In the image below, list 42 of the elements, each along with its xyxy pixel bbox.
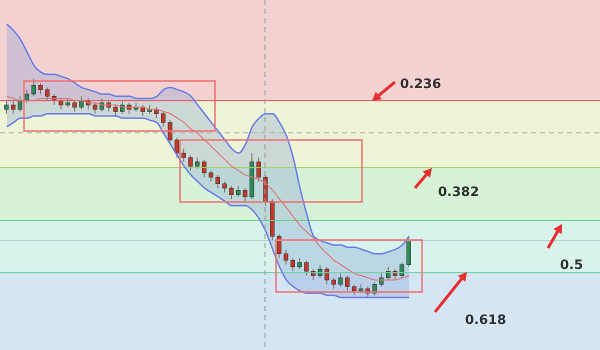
annotation: 0.236: [400, 77, 442, 92]
candlestick: [10, 100, 16, 114]
candlestick: [318, 264, 322, 278]
candlestick: [72, 100, 77, 112]
candlestick: [222, 181, 227, 193]
candlestick: [188, 154, 193, 172]
candlestick: [140, 104, 146, 116]
candlestick: [352, 284, 356, 296]
text: 0.382: [438, 185, 480, 200]
text: 0.618: [465, 313, 506, 328]
candlestick: [400, 262, 404, 278]
candlestick: [79, 96, 84, 110]
candlestick: [304, 260, 309, 276]
candlestick: [174, 137, 180, 158]
candlestick: [181, 148, 186, 162]
candlestick: [202, 159, 206, 178]
candlestick: [31, 78, 36, 97]
candlestick: [45, 87, 50, 102]
candlestick: [290, 258, 296, 272]
candlestick: [208, 170, 214, 182]
candlestick: [242, 188, 248, 202]
candlestick: [120, 100, 125, 114]
candlestick: [331, 277, 336, 290]
candlestick: [284, 248, 288, 266]
candlestick: [113, 104, 118, 116]
candlestick: [160, 111, 166, 128]
candlestick: [229, 185, 234, 200]
candlestick: [92, 102, 98, 114]
candlestick: [195, 157, 200, 169]
candlestick: [58, 98, 64, 110]
candlestick: [236, 185, 240, 198]
candlestick: [324, 266, 330, 285]
candlestick: [276, 234, 282, 259]
text: 0.5: [560, 258, 584, 273]
candlestick: [4, 100, 9, 114]
candlestick: [345, 275, 350, 292]
candlestick: [38, 82, 43, 95]
candlestick: [18, 96, 22, 112]
candlestick: [216, 174, 220, 189]
candlestick: [297, 258, 302, 270]
candlestick: [256, 157, 261, 182]
candlestick: [338, 272, 343, 288]
